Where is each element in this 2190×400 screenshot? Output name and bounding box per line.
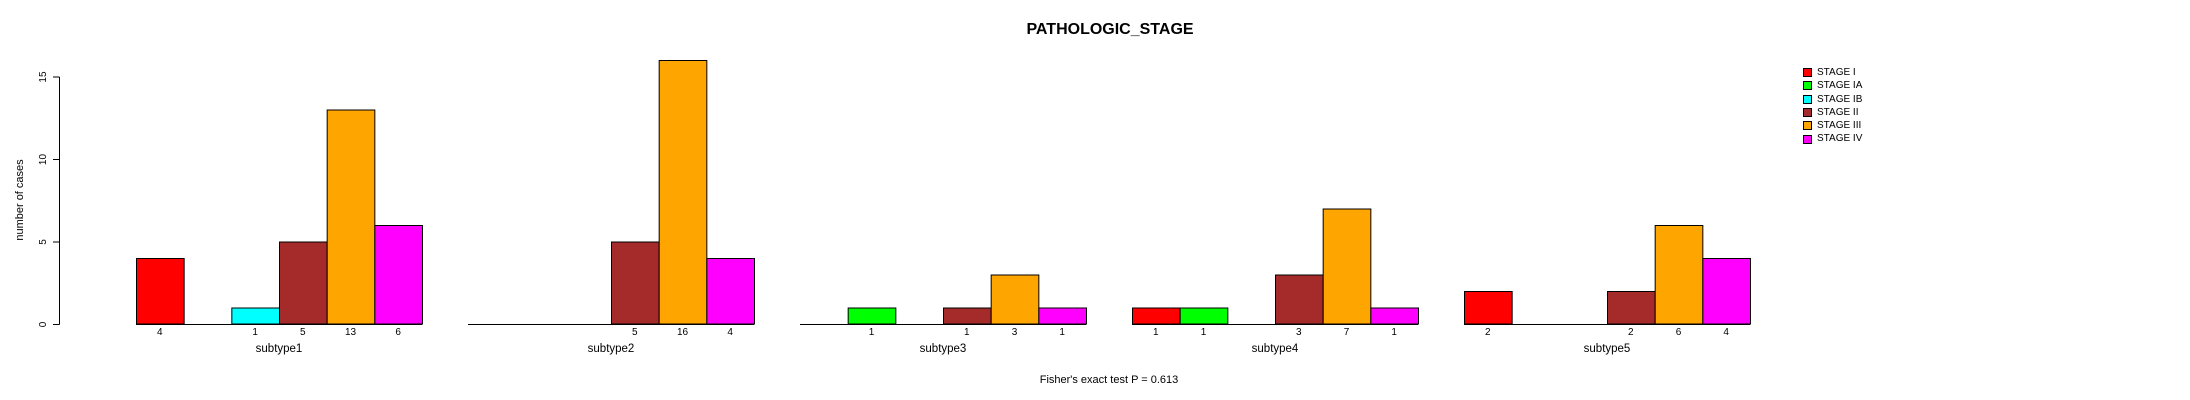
legend-swatch-stage-ii	[1803, 108, 1812, 118]
y-tick-label: 0	[38, 321, 49, 327]
legend-item: STAGE IB	[1803, 93, 1862, 106]
legend-swatch-stage-i	[1803, 68, 1812, 78]
bar-value-label: 16	[677, 327, 689, 338]
bar-subtype3-stage-iv	[1038, 307, 1088, 325]
bar-value-label: 1	[252, 327, 258, 338]
bar-subtype4-stage-iv	[1370, 307, 1420, 325]
legend: STAGE I STAGE IA STAGE IB STAGE II STAGE…	[1803, 66, 1862, 146]
category-label: subtype1	[256, 343, 303, 355]
chart-title: PATHOLOGIC_STAGE	[1026, 21, 1194, 38]
legend-label: STAGE IA	[1817, 80, 1863, 92]
legend-label: STAGE I	[1817, 67, 1856, 78]
y-tick-label: 15	[38, 71, 49, 83]
legend-label: STAGE II	[1817, 106, 1859, 118]
bar-subtype5-stage-iv	[1702, 258, 1752, 325]
legend-swatch-stage-iii	[1803, 121, 1812, 131]
category-label: subtype4	[1252, 343, 1299, 355]
bar-value-label: 2	[1628, 327, 1634, 338]
bar-value-label: 1	[1153, 327, 1159, 338]
bar-subtype1-stage-iii	[326, 109, 376, 325]
legend-item: STAGE II	[1803, 106, 1862, 119]
category-label: subtype5	[1584, 343, 1631, 355]
category-label: subtype2	[588, 343, 635, 355]
legend-swatch-stage-ib	[1803, 94, 1812, 104]
bar-value-label: 5	[632, 327, 638, 338]
bar-value-label: 1	[1059, 327, 1065, 338]
bar-value-label: 4	[157, 327, 163, 338]
bar-value-label: 2	[1485, 327, 1491, 338]
legend-item: STAGE III	[1803, 119, 1862, 132]
legend-label: STAGE IB	[1817, 93, 1863, 105]
bar-subtype2-stage-iii	[658, 60, 708, 325]
bar-value-label: 13	[345, 327, 357, 338]
legend-item: STAGE I	[1803, 66, 1862, 79]
bar-subtype5-stage-i	[1464, 291, 1513, 325]
y-axis-label: number of cases	[14, 159, 26, 241]
bar-subtype4-stage-i	[1132, 307, 1181, 325]
bar-subtype2-stage-iv	[706, 258, 756, 325]
bar-subtype2-stage-ii	[611, 241, 660, 325]
legend-swatch-stage-ia	[1803, 81, 1812, 91]
bar-subtype1-stage-ii	[279, 241, 328, 325]
bar-value-label: 4	[1723, 327, 1729, 338]
legend-label: STAGE III	[1817, 120, 1862, 132]
bar-subtype3-stage-ia	[847, 307, 897, 325]
bar-value-label: 7	[1344, 327, 1350, 338]
bar-subtype4-stage-iii	[1322, 208, 1372, 325]
y-tick-label: 5	[38, 239, 49, 245]
bar-value-label: 4	[727, 327, 733, 338]
fisher-test-note: Fisher's exact test P = 0.613	[1039, 374, 1179, 386]
category-label: subtype3	[920, 343, 967, 355]
bar-subtype1-stage-i	[136, 258, 185, 325]
bar-value-label: 1	[964, 327, 970, 338]
bar-subtype4-stage-ia	[1179, 307, 1229, 325]
legend-item: STAGE IV	[1803, 132, 1862, 145]
bar-value-label: 3	[1296, 327, 1302, 338]
bar-value-label: 1	[1201, 327, 1207, 338]
bar-subtype3-stage-iii	[990, 274, 1040, 325]
legend-item: STAGE IA	[1803, 79, 1862, 92]
bar-subtype4-stage-ii	[1275, 274, 1324, 325]
bar-subtype1-stage-iv	[374, 225, 424, 325]
bar-subtype5-stage-ii	[1607, 291, 1656, 325]
legend-swatch-stage-iv	[1803, 134, 1812, 144]
bar-value-label: 6	[395, 327, 401, 338]
bar-value-label: 5	[300, 327, 306, 338]
legend-label: STAGE IV	[1817, 133, 1863, 145]
bar-value-label: 3	[1012, 327, 1018, 338]
bar-value-label: 6	[1676, 327, 1682, 338]
bar-subtype3-stage-ii	[943, 307, 992, 325]
bar-value-label: 1	[869, 327, 875, 338]
bar-subtype1-stage-ib	[231, 307, 281, 325]
y-tick-label: 10	[38, 154, 49, 166]
bar-value-label: 1	[1391, 327, 1397, 338]
bar-subtype5-stage-iii	[1654, 225, 1704, 325]
